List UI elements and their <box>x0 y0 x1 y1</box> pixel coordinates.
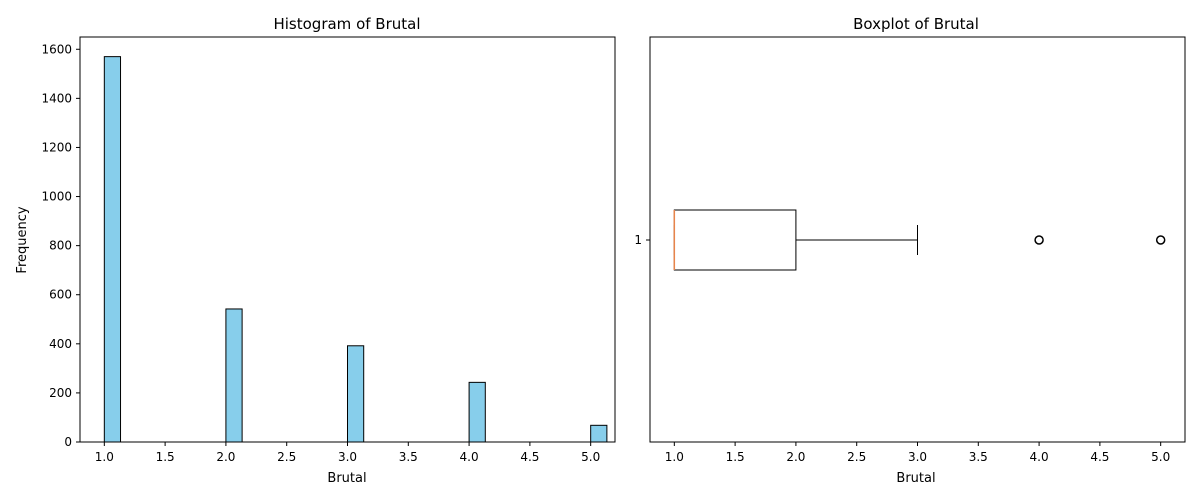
boxplot-x-tick-label: 4.5 <box>1090 450 1109 464</box>
histogram-panel: Histogram of Brutal 1.0 1.5 2.0 2.5 3.0 3.5 4.… <box>15 15 616 486</box>
histogram-y-tick-label: 800 <box>49 239 72 253</box>
boxplot-x-tick-label: 3.5 <box>969 450 988 464</box>
histogram-title: Histogram of Brutal <box>273 15 420 33</box>
histogram-y-axis-label: Frequency <box>15 206 30 273</box>
histogram-bar-5 <box>590 424 608 443</box>
histogram-x-tick-label: 3.0 <box>338 450 357 464</box>
histogram-x-tick-label: 4.0 <box>460 450 479 464</box>
histogram-x-tick-label: 3.5 <box>399 450 418 464</box>
histogram-x-tick-label: 5.0 <box>581 450 600 464</box>
histogram-y-tick-label: 1000 <box>41 190 72 204</box>
histogram-y-tick-label: 400 <box>49 337 72 351</box>
histogram-x-tick-label: 4.5 <box>520 450 539 464</box>
histogram-y-tick-label: 1200 <box>41 140 72 154</box>
boxplot-title: Boxplot of Brutal <box>853 15 979 33</box>
boxplot-x-tick-label: 4.0 <box>1030 450 1049 464</box>
boxplot-x-tick-label: 1.0 <box>665 450 684 464</box>
histogram-ticks: 1.0 1.5 2.0 2.5 3.0 3.5 4.0 4.5 5.0 0 200 400 600 800… <box>41 42 600 464</box>
boxplot-outlier-2 <box>1155 235 1166 245</box>
histogram-marks <box>103 56 608 443</box>
histogram-x-tick-label: 2.0 <box>216 450 235 464</box>
histogram-y-tick-label: 200 <box>49 386 72 400</box>
boxplot-outlier-1 <box>1034 235 1044 245</box>
boxplot-x-tick-label: 3.0 <box>908 450 927 464</box>
boxplot-x-axis-label: Brutal <box>896 471 935 486</box>
boxplot-x-tick-label: 5.0 <box>1151 450 1170 464</box>
histogram-x-tick-label: 2.5 <box>277 450 296 464</box>
histogram-x-tick-label: 1.5 <box>156 450 175 464</box>
histogram-y-tick-label: 600 <box>49 288 72 302</box>
histogram-bar-4 <box>468 381 486 443</box>
histogram-x-tick-label: 1.0 <box>95 450 114 464</box>
boxplot-marks <box>673 209 1166 271</box>
histogram-y-tick-label: 0 <box>64 435 72 449</box>
boxplot-ticks: 1.0 1.5 2.0 2.5 3.0 3.5 4.0 4.5 5.0 1 <box>634 233 1170 464</box>
histogram-bar-1 <box>103 56 122 443</box>
histogram-y-tick-label: 1400 <box>41 91 72 105</box>
histogram-bar-2 <box>225 308 243 443</box>
boxplot-x-tick-label: 2.5 <box>847 450 866 464</box>
histogram-axes-frame <box>79 36 616 443</box>
boxplot-y-tick-label: 1 <box>634 233 642 247</box>
histogram-x-axis-label: Brutal <box>327 471 366 486</box>
boxplot-axes-frame <box>649 36 1186 443</box>
boxplot-x-tick-label: 1.5 <box>726 450 745 464</box>
histogram-y-tick-label: 1600 <box>41 42 72 56</box>
histogram-bar-3 <box>347 345 365 443</box>
boxplot-panel: Boxplot of Brutal 1.0 1.5 2.0 2.5 3.0 3.5 4.0 4… <box>634 15 1186 486</box>
boxplot-x-tick-label: 2.0 <box>786 450 805 464</box>
